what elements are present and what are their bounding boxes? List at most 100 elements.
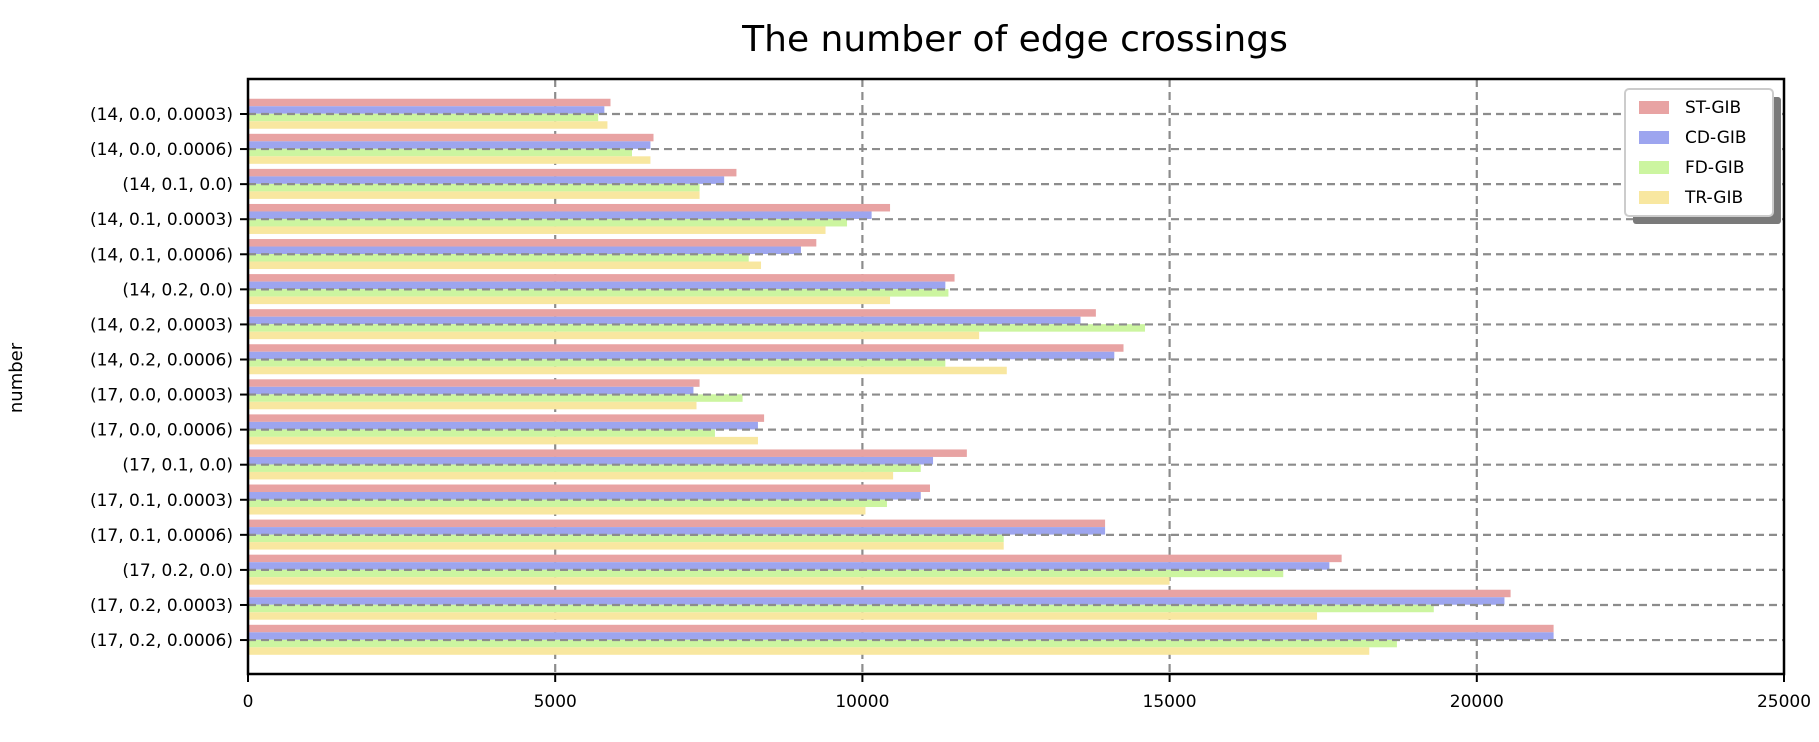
legend-swatch-st-gib — [1639, 101, 1669, 114]
bar-cd-gib — [248, 176, 725, 184]
bar-tr-gib — [248, 191, 700, 199]
bar-fd-gib — [248, 324, 1146, 332]
bar-fd-gib — [248, 464, 921, 472]
bars — [248, 98, 1554, 655]
bar-st-gib — [248, 203, 891, 212]
x-tick-label: 20000 — [1450, 692, 1504, 712]
bar-cd-gib — [248, 632, 1554, 640]
bar-fd-gib — [248, 113, 599, 122]
y-tick-label: (14, 0.2, 0.0) — [122, 280, 233, 300]
bar-cd-gib — [248, 211, 872, 219]
bar-fd-gib — [248, 534, 1004, 543]
chart-title: The number of edge crossings — [741, 19, 1288, 60]
bar-st-gib — [248, 624, 1554, 633]
legend-swatch-fd-gib — [1639, 161, 1669, 174]
x-tick-label: 15000 — [1143, 692, 1197, 712]
legend-label-fd-gib: FD-GIB — [1685, 158, 1744, 178]
bar-cd-gib — [248, 106, 605, 114]
x-axis: 0 5000 10000 15000 20000 25000 — [243, 674, 1811, 712]
plot-frame — [246, 77, 1786, 676]
y-tick-label: (14, 0.1, 0.0003) — [90, 210, 233, 230]
x-tick-label: 5000 — [534, 692, 577, 712]
legend-label-st-gib: ST-GIB — [1685, 98, 1741, 118]
x-tick-label: 0 — [243, 692, 254, 712]
bar-cd-gib — [248, 281, 946, 290]
bar-fd-gib — [248, 394, 743, 402]
bar-st-gib — [248, 274, 955, 282]
legend: ST-GIB CD-GIB FD-GIB TR-GIB — [1624, 88, 1781, 224]
category-grid-lines — [248, 112, 1784, 642]
y-tick-label: (14, 0.1, 0.0006) — [90, 245, 233, 265]
bar-tr-gib — [248, 436, 758, 445]
grid-lines — [554, 79, 1478, 674]
bar-fd-gib — [248, 569, 1284, 578]
bar-st-gib — [248, 449, 967, 457]
bar-cd-gib — [248, 386, 694, 395]
bar-st-gib — [248, 414, 765, 422]
y-tick-label: (17, 0.2, 0.0006) — [90, 631, 233, 651]
bar-cd-gib — [248, 527, 1106, 535]
y-tick-label: (14, 0.0, 0.0006) — [90, 140, 233, 160]
bar-tr-gib — [248, 121, 608, 129]
bar-fd-gib — [248, 218, 848, 227]
y-axis: (14, 0.0, 0.0003) (14, 0.0, 0.0006) (14, 0… — [90, 105, 248, 651]
bar-fd-gib — [248, 254, 749, 262]
bar-fd-gib — [248, 289, 949, 297]
bar-st-gib — [248, 519, 1106, 528]
bar-tr-gib — [248, 296, 891, 305]
y-tick-label: (14, 0.1, 0.0) — [122, 175, 233, 195]
legend-label-tr-gib: TR-GIB — [1684, 188, 1743, 208]
bar-tr-gib — [248, 647, 1370, 655]
y-tick-label: (17, 0.0, 0.0003) — [90, 386, 233, 406]
bar-st-gib — [248, 554, 1342, 563]
bar-st-gib — [248, 589, 1511, 598]
legend-swatch-tr-gib — [1639, 191, 1669, 204]
bar-st-gib — [248, 239, 817, 247]
legend-swatch-cd-gib — [1639, 131, 1669, 144]
bar-tr-gib — [248, 612, 1318, 620]
bar-st-gib — [248, 133, 654, 142]
bar-fd-gib — [248, 604, 1434, 613]
bar-tr-gib — [248, 261, 762, 270]
bar-tr-gib — [248, 156, 651, 164]
bar-fd-gib — [248, 639, 1397, 648]
bar-fd-gib — [248, 499, 887, 508]
y-axis-label: number — [6, 342, 27, 413]
bar-cd-gib — [248, 316, 1081, 325]
bar-cd-gib — [248, 562, 1330, 570]
bar-tr-gib — [248, 542, 1004, 550]
bar-cd-gib — [248, 141, 651, 149]
bar-tr-gib — [248, 577, 1170, 585]
bar-tr-gib — [248, 471, 894, 480]
x-tick-label: 10000 — [835, 692, 889, 712]
bar-cd-gib — [248, 456, 934, 465]
bar-cd-gib — [248, 492, 921, 500]
y-tick-label: (17, 0.1, 0.0) — [122, 456, 233, 476]
bar-fd-gib — [248, 429, 715, 437]
bar-tr-gib — [248, 366, 1007, 375]
bar-fd-gib — [248, 183, 700, 192]
y-tick-label: (17, 0.2, 0.0) — [122, 561, 233, 581]
y-tick-label: (14, 0.0, 0.0003) — [90, 105, 233, 125]
y-tick-label: (14, 0.2, 0.0003) — [90, 315, 233, 335]
y-tick-label: (17, 0.2, 0.0003) — [90, 596, 233, 616]
bar-fd-gib — [248, 148, 632, 157]
legend-label-cd-gib: CD-GIB — [1685, 128, 1747, 148]
bar-cd-gib — [248, 246, 801, 255]
bar-st-gib — [248, 98, 611, 107]
bar-tr-gib — [248, 226, 826, 234]
bar-cd-gib — [248, 421, 758, 430]
bar-st-gib — [248, 309, 1096, 317]
y-tick-label: (17, 0.1, 0.0003) — [90, 491, 233, 511]
y-tick-label: (17, 0.1, 0.0006) — [90, 526, 233, 546]
bar-tr-gib — [248, 401, 697, 410]
bar-st-gib — [248, 379, 700, 387]
bar-st-gib — [248, 168, 737, 177]
bar-st-gib — [248, 344, 1124, 352]
bar-cd-gib — [248, 597, 1505, 605]
bar-tr-gib — [248, 507, 866, 515]
bar-cd-gib — [248, 351, 1115, 360]
bar-fd-gib — [248, 359, 946, 367]
